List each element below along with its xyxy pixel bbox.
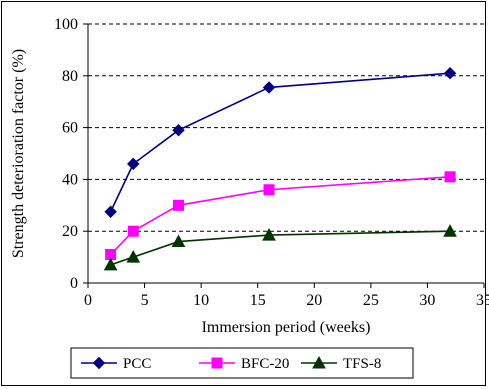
- axes: [83, 23, 485, 288]
- data-point-bfc-20-4: [444, 171, 456, 183]
- data-point-tfs-8-2: [171, 234, 186, 248]
- y-tick-label-100: 100: [54, 16, 78, 33]
- y-tick-label-80: 80: [62, 68, 78, 85]
- data-point-pcc-1: [127, 157, 140, 171]
- data-point-tfs-8-3: [262, 228, 276, 241]
- x-tick-label-5: 5: [141, 292, 149, 309]
- series-line-tfs-8: [110, 230, 451, 266]
- y-tick-label-0: 0: [70, 275, 78, 292]
- legend: PCC BFC-20 TFS-8: [70, 347, 414, 379]
- legend-marker-tfs-8: [312, 355, 326, 369]
- x-tick-label-0: 0: [84, 292, 92, 309]
- legend-label-pcc: PCC: [123, 356, 151, 372]
- series-group: [103, 67, 457, 271]
- y-tick-labels: 0 20 40 60 80 100: [54, 16, 78, 292]
- series-line-pcc: [109, 72, 451, 213]
- legend-box: [70, 347, 414, 379]
- data-point-bfc-20-3: [263, 184, 275, 196]
- x-tick-label-35: 35: [476, 292, 489, 309]
- data-point-pcc-4: [443, 67, 457, 80]
- x-tick-label-30: 30: [419, 292, 435, 309]
- y-tick-label-20: 20: [62, 223, 78, 240]
- legend-label-tfs-8: TFS-8: [343, 356, 381, 372]
- data-point-tfs-8-1: [126, 250, 141, 263]
- data-point-pcc-2: [172, 123, 185, 137]
- data-point-bfc-20-1: [127, 225, 139, 237]
- x-tick-label-10: 10: [193, 292, 209, 309]
- x-tick-label-20: 20: [306, 292, 322, 309]
- x-tick-labels: 0 5 10 15 20 25 30 35: [84, 292, 489, 309]
- y-tick-label-60: 60: [62, 120, 78, 137]
- x-axis-label: Immersion period (weeks): [202, 319, 371, 336]
- data-point-pcc-0: [104, 205, 117, 218]
- y-tick-label-40: 40: [62, 171, 78, 188]
- y-axis-label: Strength deterioration factor (%): [10, 49, 27, 258]
- legend-marker-bfc-20: [211, 357, 223, 369]
- grid-lines: [88, 23, 484, 232]
- data-point-pcc-3: [262, 81, 276, 94]
- data-point-tfs-8-4: [443, 224, 457, 237]
- data-point-bfc-20-2: [173, 199, 185, 211]
- data-point-tfs-8-0: [103, 257, 118, 271]
- legend-label-bfc-20: BFC-20: [241, 356, 289, 372]
- legend-marker-pcc: [92, 356, 106, 370]
- series-line-bfc-20: [110, 176, 451, 256]
- x-tick-label-15: 15: [250, 292, 266, 309]
- x-tick-label-25: 25: [363, 292, 379, 309]
